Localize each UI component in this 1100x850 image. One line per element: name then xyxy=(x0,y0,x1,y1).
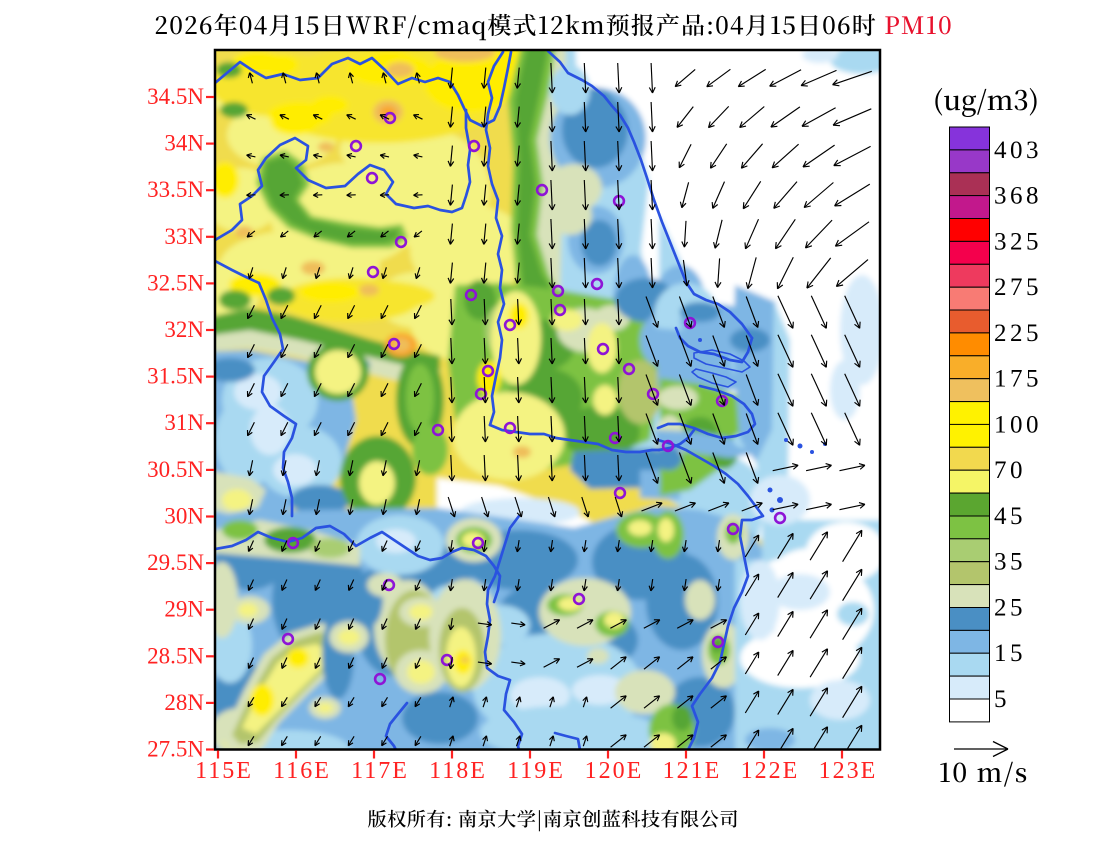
svg-text:120E: 120E xyxy=(585,758,644,784)
svg-text:121E: 121E xyxy=(663,758,722,784)
svg-text:15: 15 xyxy=(994,640,1026,667)
svg-text:34.5N: 34.5N xyxy=(147,84,204,109)
svg-text:25: 25 xyxy=(994,595,1026,622)
svg-text:29N: 29N xyxy=(164,597,204,622)
svg-text:31N: 31N xyxy=(164,410,204,435)
svg-text:116E: 116E xyxy=(273,758,331,784)
svg-text:118E: 118E xyxy=(429,758,487,784)
svg-text:225: 225 xyxy=(994,320,1042,347)
svg-text:33N: 33N xyxy=(164,224,204,249)
svg-text:368: 368 xyxy=(994,183,1042,210)
svg-text:45: 45 xyxy=(994,503,1026,530)
svg-text:403: 403 xyxy=(994,137,1042,164)
svg-text:34N: 34N xyxy=(164,131,204,156)
svg-text:119E: 119E xyxy=(507,758,565,784)
svg-text:30N: 30N xyxy=(164,504,204,529)
svg-text:35: 35 xyxy=(994,549,1026,576)
svg-text:28.5N: 28.5N xyxy=(147,643,204,668)
svg-text:5: 5 xyxy=(994,686,1010,713)
svg-text:30.5N: 30.5N xyxy=(147,457,204,482)
svg-text:275: 275 xyxy=(994,274,1042,301)
svg-text:32.5N: 32.5N xyxy=(147,270,204,295)
svg-text:175: 175 xyxy=(994,366,1042,393)
svg-text:27.5N: 27.5N xyxy=(147,737,204,762)
svg-text:100: 100 xyxy=(994,411,1042,438)
svg-text:70: 70 xyxy=(994,457,1026,484)
svg-text:117E: 117E xyxy=(351,758,409,784)
svg-text:325: 325 xyxy=(994,228,1042,255)
svg-text:29.5N: 29.5N xyxy=(147,550,204,575)
svg-text:122E: 122E xyxy=(741,758,800,784)
svg-text:32N: 32N xyxy=(164,317,204,342)
svg-text:123E: 123E xyxy=(819,758,878,784)
svg-text:115E: 115E xyxy=(195,758,253,784)
svg-text:33.5N: 33.5N xyxy=(147,177,204,202)
svg-text:31.5N: 31.5N xyxy=(147,364,204,389)
svg-text:28N: 28N xyxy=(164,690,204,715)
